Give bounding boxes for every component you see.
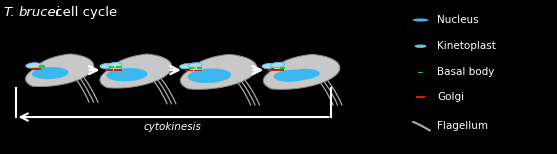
FancyBboxPatch shape xyxy=(280,67,285,69)
Text: cell cycle: cell cycle xyxy=(51,6,117,19)
FancyBboxPatch shape xyxy=(194,70,202,71)
Polygon shape xyxy=(180,54,257,89)
Polygon shape xyxy=(26,54,94,87)
Ellipse shape xyxy=(273,70,310,82)
FancyBboxPatch shape xyxy=(114,69,122,71)
FancyBboxPatch shape xyxy=(189,67,194,69)
Ellipse shape xyxy=(108,62,122,68)
Text: Flagellum: Flagellum xyxy=(437,121,488,131)
Ellipse shape xyxy=(32,67,69,79)
FancyBboxPatch shape xyxy=(109,66,114,68)
Ellipse shape xyxy=(262,63,276,69)
FancyBboxPatch shape xyxy=(105,69,114,71)
Bar xyxy=(418,72,423,73)
Ellipse shape xyxy=(188,63,202,68)
Ellipse shape xyxy=(287,69,320,80)
FancyBboxPatch shape xyxy=(197,67,202,69)
Text: T.: T. xyxy=(4,6,19,19)
Text: brucei: brucei xyxy=(19,6,60,19)
Ellipse shape xyxy=(270,62,285,68)
Text: cytokinesis: cytokinesis xyxy=(144,122,202,132)
Ellipse shape xyxy=(106,68,148,81)
FancyBboxPatch shape xyxy=(39,65,45,68)
FancyBboxPatch shape xyxy=(276,69,285,71)
FancyBboxPatch shape xyxy=(32,68,41,70)
Ellipse shape xyxy=(188,69,231,83)
Text: Nucleus: Nucleus xyxy=(437,15,479,25)
Ellipse shape xyxy=(26,63,41,68)
Text: Kinetoplast: Kinetoplast xyxy=(437,41,496,51)
Text: Basal body: Basal body xyxy=(437,67,495,77)
FancyBboxPatch shape xyxy=(185,70,193,71)
Bar xyxy=(416,96,425,98)
Ellipse shape xyxy=(179,64,194,69)
Text: Golgi: Golgi xyxy=(437,92,465,102)
Ellipse shape xyxy=(413,18,428,22)
Polygon shape xyxy=(263,54,340,89)
FancyBboxPatch shape xyxy=(116,66,122,68)
Ellipse shape xyxy=(416,45,426,47)
Polygon shape xyxy=(100,54,172,88)
Ellipse shape xyxy=(100,63,114,69)
FancyBboxPatch shape xyxy=(267,69,276,71)
